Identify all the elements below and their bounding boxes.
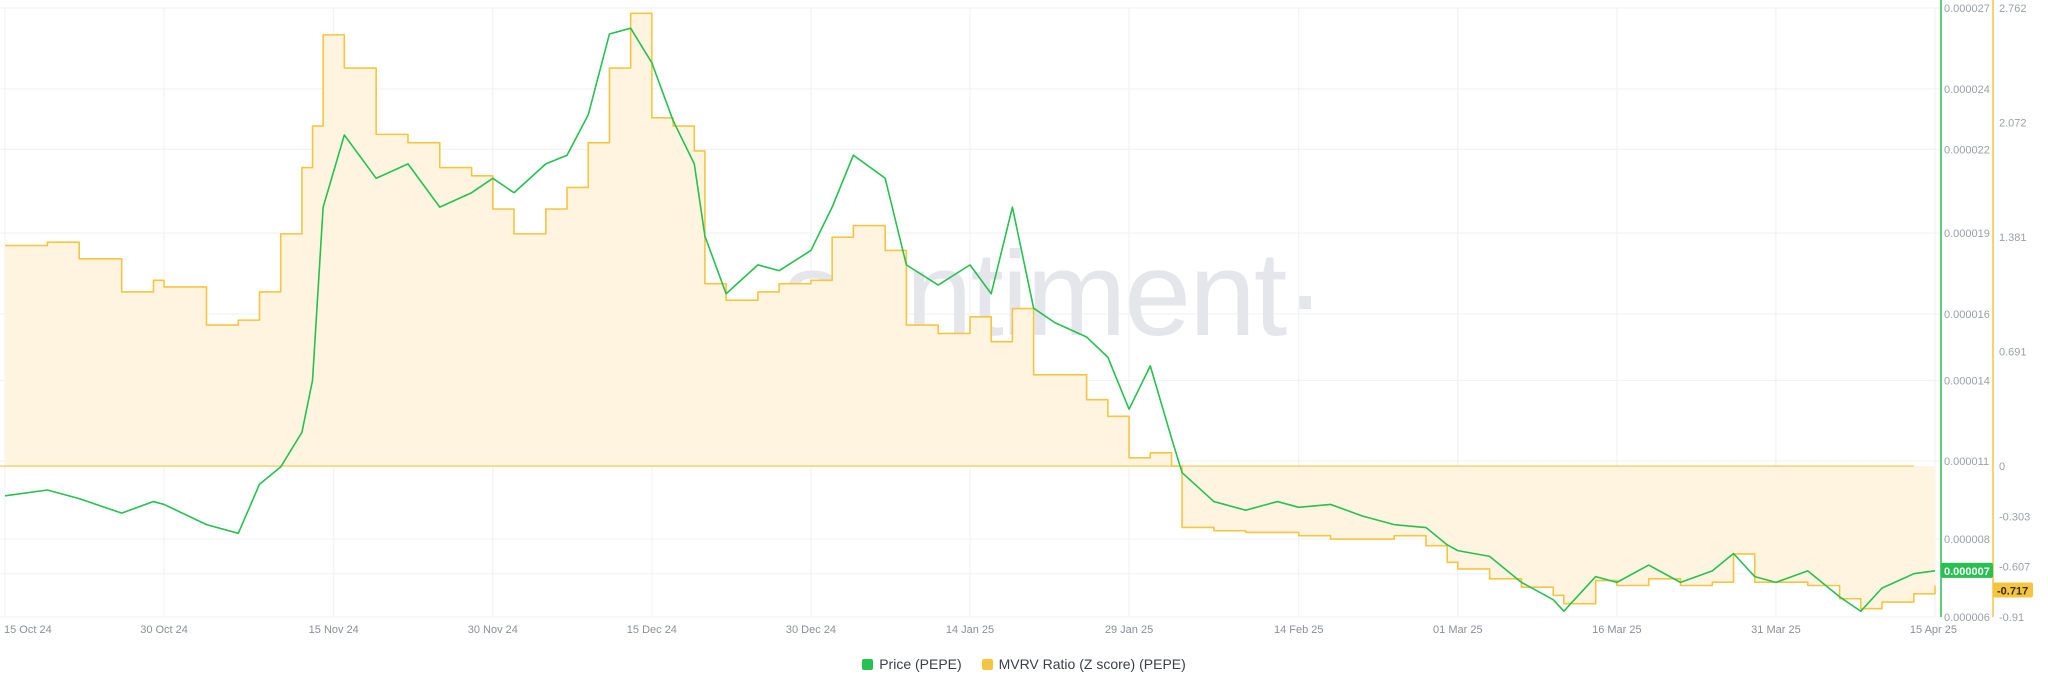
mvrv-value-badge [1993,582,2033,598]
chart-plot: ·santiment· 0.0000270.0000240.0000220.00… [0,0,2033,636]
x-axis-tick-label: 30 Nov 24 [468,624,518,636]
mvrv-value-badge-text: -0.717 [1997,585,2028,597]
mvrv-axis-tick-label: -0.91 [1999,612,2024,624]
mvrv-area-layer [0,13,1935,609]
legend-item-price[interactable]: Price (PEPE) [862,656,962,672]
x-axis-tick-label: 15 Dec 24 [627,624,677,636]
price-axis-tick-label: 0.000022 [1944,144,1990,156]
legend-label-mvrv: MVRV Ratio (Z score) (PEPE) [998,656,1186,672]
x-axis-tick-label: 30 Oct 24 [140,624,188,636]
price-axis-tick-label: 0.000027 [1944,3,1990,15]
price-axis-tick-label: 0.000016 [1944,309,1990,321]
mvrv-axis-tick-label: 2.762 [1999,3,2027,15]
price-axis-tick-label: 0.000008 [1944,534,1990,546]
mvrv-axis-tick-label: 0.691 [1999,346,2027,358]
price-axis-tick-label: 0.000014 [1944,375,1990,387]
price-axis-tick-label: 0.000006 [1944,612,1990,624]
legend-label-price: Price (PEPE) [879,656,962,672]
chart-legend: Price (PEPE) MVRV Ratio (Z score) (PEPE) [0,656,2048,673]
mvrv-axis-tick-label: -0.607 [1999,562,2030,574]
x-axis-tick-label: 15 Oct 24 [4,624,52,636]
mvrv-area-fill [5,13,1935,609]
x-axis-tick-label: 01 Mar 25 [1433,624,1483,636]
x-axis-tick-label: 31 Mar 25 [1751,624,1801,636]
mvrv-axis-tick-label: 1.381 [1999,232,2027,244]
mvrv-axis-tick-label: 2.072 [1999,117,2027,129]
x-axis-tick-label: 29 Jan 25 [1105,624,1153,636]
x-axis-tick-label: 30 Dec 24 [786,624,836,636]
x-axis-tick-label: 15 Apr 25 [1910,624,1957,636]
mvrv-axis-tick-label: -0.303 [1999,511,2030,523]
mvrv-axis-tick-label: 0 [1999,461,2005,473]
legend-swatch-mvrv [981,658,993,670]
series-lines [4,12,1936,613]
series-line-price[interactable] [4,27,1936,613]
price-axis-tick-label: 0.000019 [1944,228,1990,240]
x-axis-tick-label: 16 Mar 25 [1592,624,1642,636]
series-line-mvrv[interactable] [5,12,1936,610]
price-axis-tick-label: 0.000011 [1944,456,1989,468]
x-axis-tick-label: 15 Nov 24 [309,624,359,636]
value-badges: 0.000007 -0.717 [1941,562,2033,598]
price-value-badge [1941,562,1993,578]
price-axis-tick-label: 0.000024 [1944,84,1990,96]
legend-item-mvrv[interactable]: MVRV Ratio (Z score) (PEPE) [981,656,1186,672]
x-axis-tick-label: 14 Jan 25 [946,624,994,636]
legend-swatch-price [862,658,874,670]
x-axis-tick-label: 14 Feb 25 [1274,624,1324,636]
price-value-badge-text: 0.000007 [1944,566,1990,578]
